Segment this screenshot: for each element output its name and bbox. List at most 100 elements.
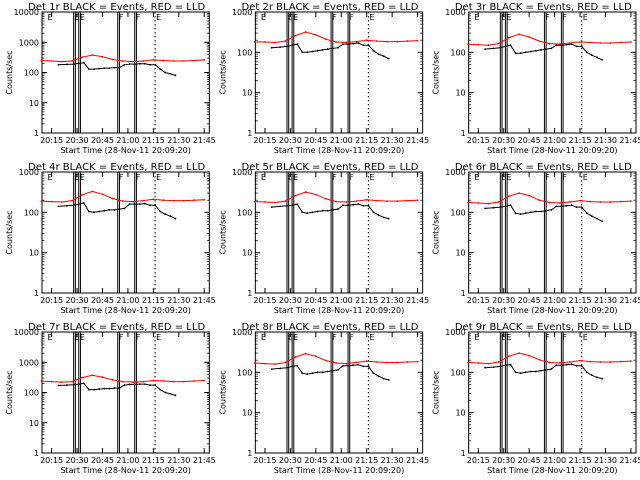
events-point <box>57 205 60 208</box>
events-point <box>504 205 507 208</box>
annotation-f: F <box>545 333 550 342</box>
events-point <box>164 213 167 216</box>
events-series-line <box>271 203 389 220</box>
events-point <box>66 384 68 386</box>
events-point <box>367 365 370 368</box>
annotation-f: F <box>136 173 141 182</box>
annotation-e: E <box>75 13 80 22</box>
events-point <box>535 210 537 213</box>
lld-point <box>609 42 612 44</box>
annotation-e: E <box>583 173 588 182</box>
events-point <box>337 208 339 211</box>
events-point <box>164 391 167 394</box>
x-tick-label: 21:30 <box>167 456 190 465</box>
lld-point <box>304 31 307 33</box>
panel-title: Det 8r BLACK = Events, RED = LLD <box>242 322 419 333</box>
x-axis-label: Start Time (28-Nov-11 20:09:20) <box>60 146 190 155</box>
x-axis-label: Start Time (28-Nov-11 20:09:20) <box>487 146 617 155</box>
lld-point <box>314 193 317 196</box>
events-point <box>133 63 136 65</box>
lld-point <box>518 352 520 354</box>
annotation-f: F <box>349 333 354 342</box>
x-tick-label: 20:45 <box>91 456 114 465</box>
annotation-f: F <box>562 13 567 22</box>
x-tick-label: 21:45 <box>619 296 640 305</box>
lld-point <box>406 40 409 42</box>
events-series-line <box>271 364 389 381</box>
events-point <box>362 365 365 368</box>
lld-point <box>569 361 571 363</box>
events-point <box>570 363 573 365</box>
events-point <box>291 365 293 368</box>
lld-point <box>172 380 175 383</box>
annotation-f: F <box>80 173 85 182</box>
events-point <box>72 204 75 207</box>
lld-point <box>599 361 602 363</box>
lld-point <box>528 194 531 197</box>
events-point <box>149 204 151 207</box>
lld-point <box>253 362 256 364</box>
events-point <box>601 377 603 380</box>
lld-point <box>406 361 409 363</box>
events-point <box>580 206 583 209</box>
y-tick-label: 1000 <box>19 168 39 177</box>
lld-point <box>548 42 551 45</box>
x-tick-label: 20:30 <box>492 456 515 465</box>
events-point <box>321 209 324 212</box>
x-tick-label: 21:30 <box>594 136 617 145</box>
x-tick-label: 21:00 <box>116 456 139 465</box>
lld-point <box>111 197 114 200</box>
lld-point <box>599 42 602 44</box>
annotation-f: F <box>293 333 298 342</box>
y-axis-label: Counts/sec <box>218 210 227 254</box>
lld-point <box>497 361 500 363</box>
x-tick-label: 20:15 <box>40 136 63 145</box>
lld-point <box>121 200 124 203</box>
events-point <box>57 63 60 66</box>
events-point <box>377 375 380 378</box>
x-axis-label: Start Time (28-Nov-11 20:09:20) <box>487 306 617 315</box>
x-tick-label: 20:30 <box>492 296 515 305</box>
events-point <box>98 210 100 213</box>
x-tick-label: 21:00 <box>543 456 566 465</box>
y-axis-label: Counts/sec <box>5 370 14 414</box>
events-point <box>387 57 390 60</box>
events-point <box>159 210 162 213</box>
x-tick-label: 21:30 <box>381 136 404 145</box>
annotation-e: E <box>75 333 80 342</box>
events-point <box>128 63 131 65</box>
lld-point <box>630 360 632 362</box>
annotation-e: E <box>293 173 298 182</box>
lld-point <box>81 56 83 59</box>
y-tick-label: 1 <box>34 129 39 138</box>
events-point <box>514 371 517 374</box>
x-tick-label: 21:15 <box>569 136 592 145</box>
events-point <box>88 388 90 391</box>
y-tick-label: 1000 <box>232 168 252 177</box>
events-point <box>286 366 288 369</box>
det-panel-9: Det 9r BLACK = Events, RED = LLD 1 10 100 10… <box>432 322 640 475</box>
events-point <box>123 207 126 210</box>
events-point <box>524 371 527 374</box>
lld-point <box>467 201 469 204</box>
lld-point <box>183 60 185 62</box>
events-point <box>138 383 141 385</box>
events-point <box>306 212 309 215</box>
det-panel-7: Det 7r BLACK = Events, RED = LLD 1 10 100 10… <box>5 322 216 475</box>
lld-point <box>467 361 469 364</box>
lld-point <box>121 60 124 62</box>
plot-frame <box>468 331 637 454</box>
events-point <box>530 211 532 214</box>
x-tick-label: 21:15 <box>355 136 378 145</box>
events-point <box>591 54 593 57</box>
annotation-f: F <box>349 13 354 22</box>
lld-point <box>325 198 327 200</box>
events-point <box>352 203 354 206</box>
events-point <box>555 205 558 208</box>
lld-point <box>264 201 266 203</box>
lld-point <box>264 41 266 43</box>
lld-point <box>183 199 185 202</box>
annotation-f: F <box>332 333 337 342</box>
events-point <box>306 51 309 54</box>
annotation-f: F <box>506 333 511 342</box>
